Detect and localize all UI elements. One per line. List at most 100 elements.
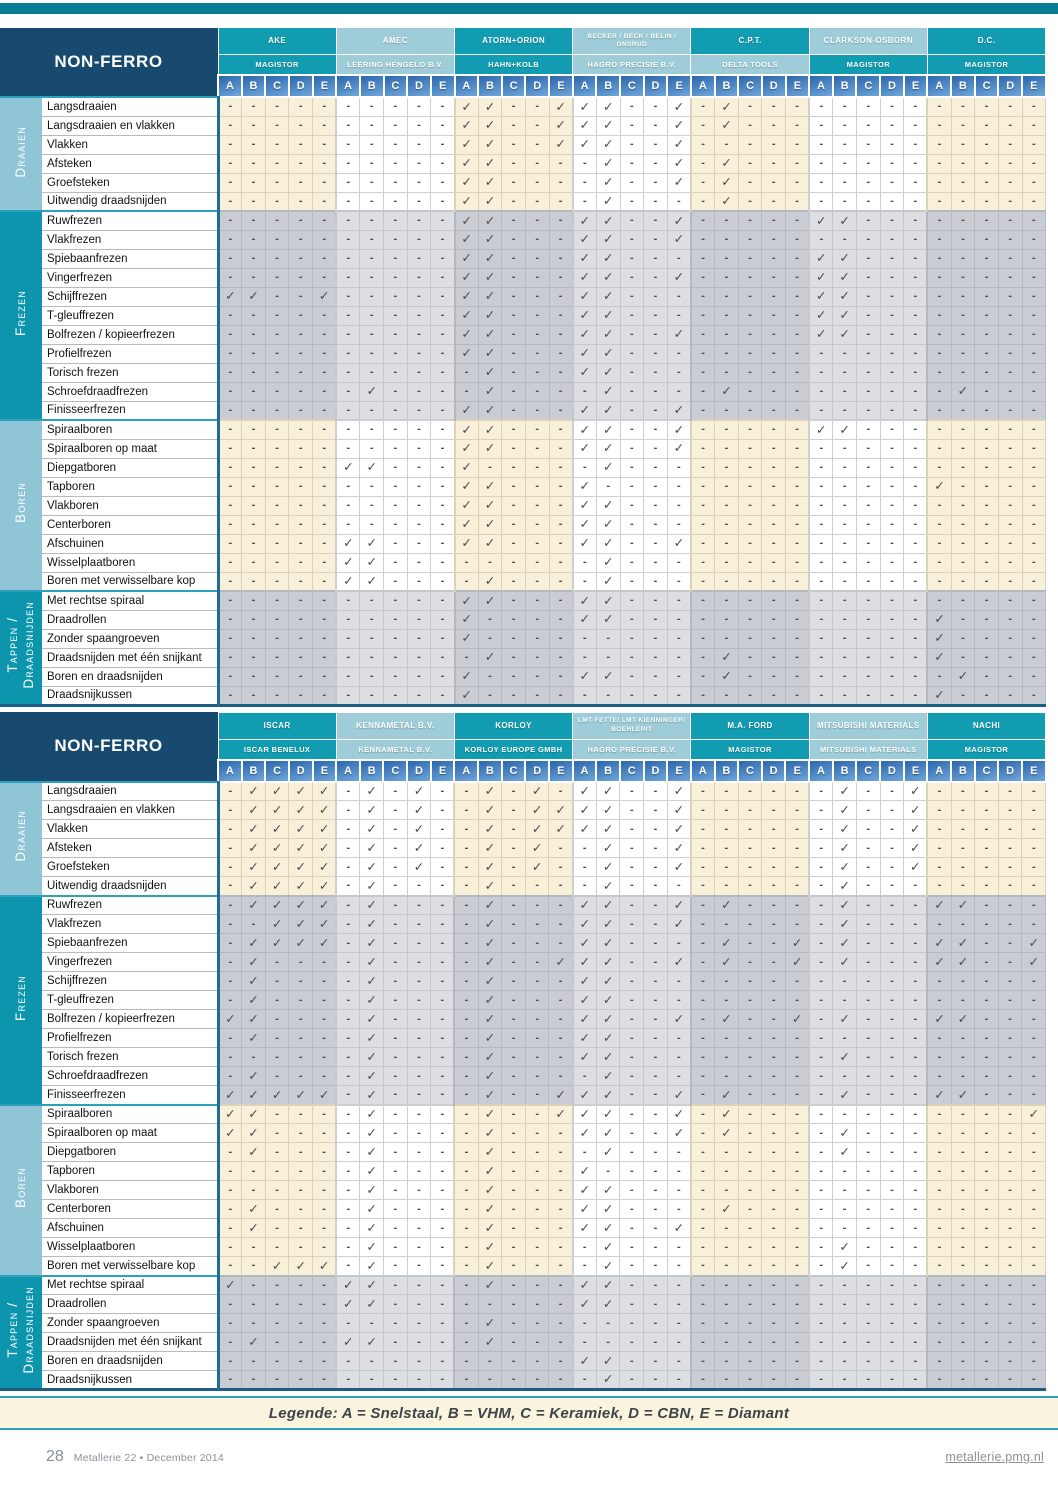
matrix-cell-check: ✓ bbox=[241, 1142, 266, 1162]
matrix-cell-dash: - bbox=[335, 685, 361, 706]
matrix-cell-dash: - bbox=[501, 1085, 526, 1105]
matrix-cell-dash: - bbox=[926, 229, 952, 250]
column-letter-header: C bbox=[737, 74, 763, 98]
matrix-cell-dash: - bbox=[548, 552, 574, 573]
matrix-cell-dash: - bbox=[264, 533, 290, 554]
matrix-cell-dash: - bbox=[903, 1332, 928, 1352]
matrix-cell-dash: - bbox=[714, 1237, 739, 1257]
column-letter-header: E bbox=[311, 74, 338, 98]
matrix-cell-dash: - bbox=[359, 267, 385, 288]
matrix-cell-dash: - bbox=[926, 495, 952, 516]
matrix-cell-dash: - bbox=[832, 685, 857, 706]
matrix-cell-dash: - bbox=[950, 1199, 976, 1219]
matrix-cell-dash: - bbox=[785, 400, 810, 421]
matrix-cell-check: ✓ bbox=[241, 1066, 266, 1086]
matrix-cell-dash: - bbox=[737, 971, 763, 991]
matrix-cell-check: ✓ bbox=[453, 96, 479, 117]
matrix-cell-dash: - bbox=[855, 1332, 881, 1352]
matrix-cell-dash: - bbox=[950, 1332, 976, 1352]
matrix-cell-check: ✓ bbox=[453, 172, 479, 193]
matrix-cell-check: ✓ bbox=[359, 381, 385, 402]
matrix-cell-dash: - bbox=[879, 96, 905, 117]
matrix-cell-dash: - bbox=[501, 267, 526, 288]
matrix-cell-dash: - bbox=[619, 495, 645, 516]
matrix-cell-dash: - bbox=[619, 1066, 645, 1086]
matrix-cell-dash: - bbox=[832, 438, 857, 459]
matrix-cell-check: ✓ bbox=[359, 1066, 384, 1086]
matrix-cell-dash: - bbox=[689, 1274, 716, 1295]
matrix-cell-dash: - bbox=[241, 514, 266, 535]
matrix-cell-dash: - bbox=[997, 1274, 1023, 1295]
matrix-cell-check: ✓ bbox=[832, 1009, 857, 1029]
matrix-cell-dash: - bbox=[501, 400, 526, 421]
matrix-cell-dash: - bbox=[997, 914, 1023, 934]
matrix-cell-dash: - bbox=[926, 286, 952, 307]
matrix-cell-dash: - bbox=[666, 1313, 692, 1333]
matrix-cell-dash: - bbox=[430, 647, 455, 668]
matrix-cell-dash: - bbox=[383, 438, 408, 459]
matrix-cell-check: ✓ bbox=[288, 876, 314, 896]
matrix-cell-check: ✓ bbox=[335, 1332, 361, 1352]
matrix-cell-check: ✓ bbox=[359, 780, 384, 801]
matrix-cell-dash: - bbox=[382, 1123, 408, 1143]
matrix-cell-dash: - bbox=[359, 495, 385, 516]
matrix-cell-dash: - bbox=[643, 191, 668, 212]
matrix-cell-dash: - bbox=[548, 438, 574, 459]
matrix-cell-dash: - bbox=[406, 914, 432, 934]
matrix-cell-dash: - bbox=[808, 666, 834, 687]
matrix-cell-dash: - bbox=[950, 800, 976, 820]
matrix-cell-dash: - bbox=[501, 362, 526, 383]
matrix-cell-dash: - bbox=[406, 1028, 432, 1048]
matrix-cell-check: ✓ bbox=[477, 1237, 503, 1257]
matrix-cell-check: ✓ bbox=[477, 96, 503, 117]
matrix-cell-dash: - bbox=[855, 514, 881, 535]
matrix-cell-dash: - bbox=[217, 134, 243, 155]
matrix-cell-dash: - bbox=[406, 1142, 432, 1162]
matrix-cell-check: ✓ bbox=[595, 343, 621, 364]
matrix-cell-dash: - bbox=[288, 1294, 314, 1314]
matrix-cell-dash: - bbox=[217, 1313, 243, 1333]
matrix-cell-dash: - bbox=[737, 1066, 763, 1086]
matrix-cell-check: ✓ bbox=[714, 647, 739, 668]
matrix-cell-dash: - bbox=[430, 571, 455, 592]
supplier-matrix-tables: NON-FERRO AKE AMEC ATORN+ORION BECKER / BECK… bbox=[0, 27, 1058, 1391]
matrix-cell-dash: - bbox=[855, 172, 881, 193]
matrix-cell-dash: - bbox=[974, 1237, 999, 1257]
matrix-cell-dash: - bbox=[453, 990, 479, 1010]
matrix-cell-dash: - bbox=[217, 590, 243, 611]
matrix-cell-dash: - bbox=[288, 362, 314, 383]
matrix-cell-dash: - bbox=[288, 400, 314, 421]
matrix-cell-dash: - bbox=[950, 115, 976, 136]
matrix-cell-dash: - bbox=[903, 533, 928, 554]
matrix-cell-dash: - bbox=[524, 533, 550, 554]
matrix-cell-check: ✓ bbox=[832, 857, 857, 877]
matrix-cell-dash: - bbox=[241, 1313, 266, 1333]
distributor-header: HAHN+KOLB bbox=[453, 54, 574, 76]
matrix-cell-dash: - bbox=[666, 191, 692, 212]
matrix-cell-dash: - bbox=[312, 1009, 337, 1029]
matrix-cell-dash: - bbox=[383, 666, 408, 687]
matrix-cell-dash: - bbox=[406, 685, 432, 706]
matrix-cell-dash: - bbox=[1021, 1085, 1047, 1105]
matrix-cell-dash: - bbox=[312, 990, 337, 1010]
matrix-cell-dash: - bbox=[359, 343, 385, 364]
matrix-cell-check: ✓ bbox=[241, 876, 266, 896]
matrix-cell-dash: - bbox=[714, 362, 739, 383]
matrix-cell-dash: - bbox=[643, 1313, 668, 1333]
column-letter-header: A bbox=[926, 74, 953, 98]
matrix-cell-dash: - bbox=[832, 495, 857, 516]
matrix-cell-dash: - bbox=[383, 229, 408, 250]
matrix-cell-dash: - bbox=[784, 1066, 810, 1086]
matrix-cell-dash: - bbox=[643, 1066, 668, 1086]
matrix-cell-dash: - bbox=[879, 248, 905, 269]
matrix-cell-dash: - bbox=[974, 1351, 999, 1371]
matrix-cell-dash: - bbox=[524, 1332, 550, 1352]
matrix-cell-dash: - bbox=[430, 495, 455, 516]
matrix-cell-dash: - bbox=[288, 1103, 314, 1124]
matrix-cell-dash: - bbox=[312, 647, 337, 668]
matrix-cell-dash: - bbox=[666, 971, 692, 991]
matrix-cell-check: ✓ bbox=[571, 971, 597, 991]
website-link[interactable]: metallerie.pmg.nl bbox=[945, 1450, 1044, 1464]
matrix-cell-dash: - bbox=[406, 343, 432, 364]
distributor-header: DELTA TOOLS bbox=[690, 54, 810, 76]
